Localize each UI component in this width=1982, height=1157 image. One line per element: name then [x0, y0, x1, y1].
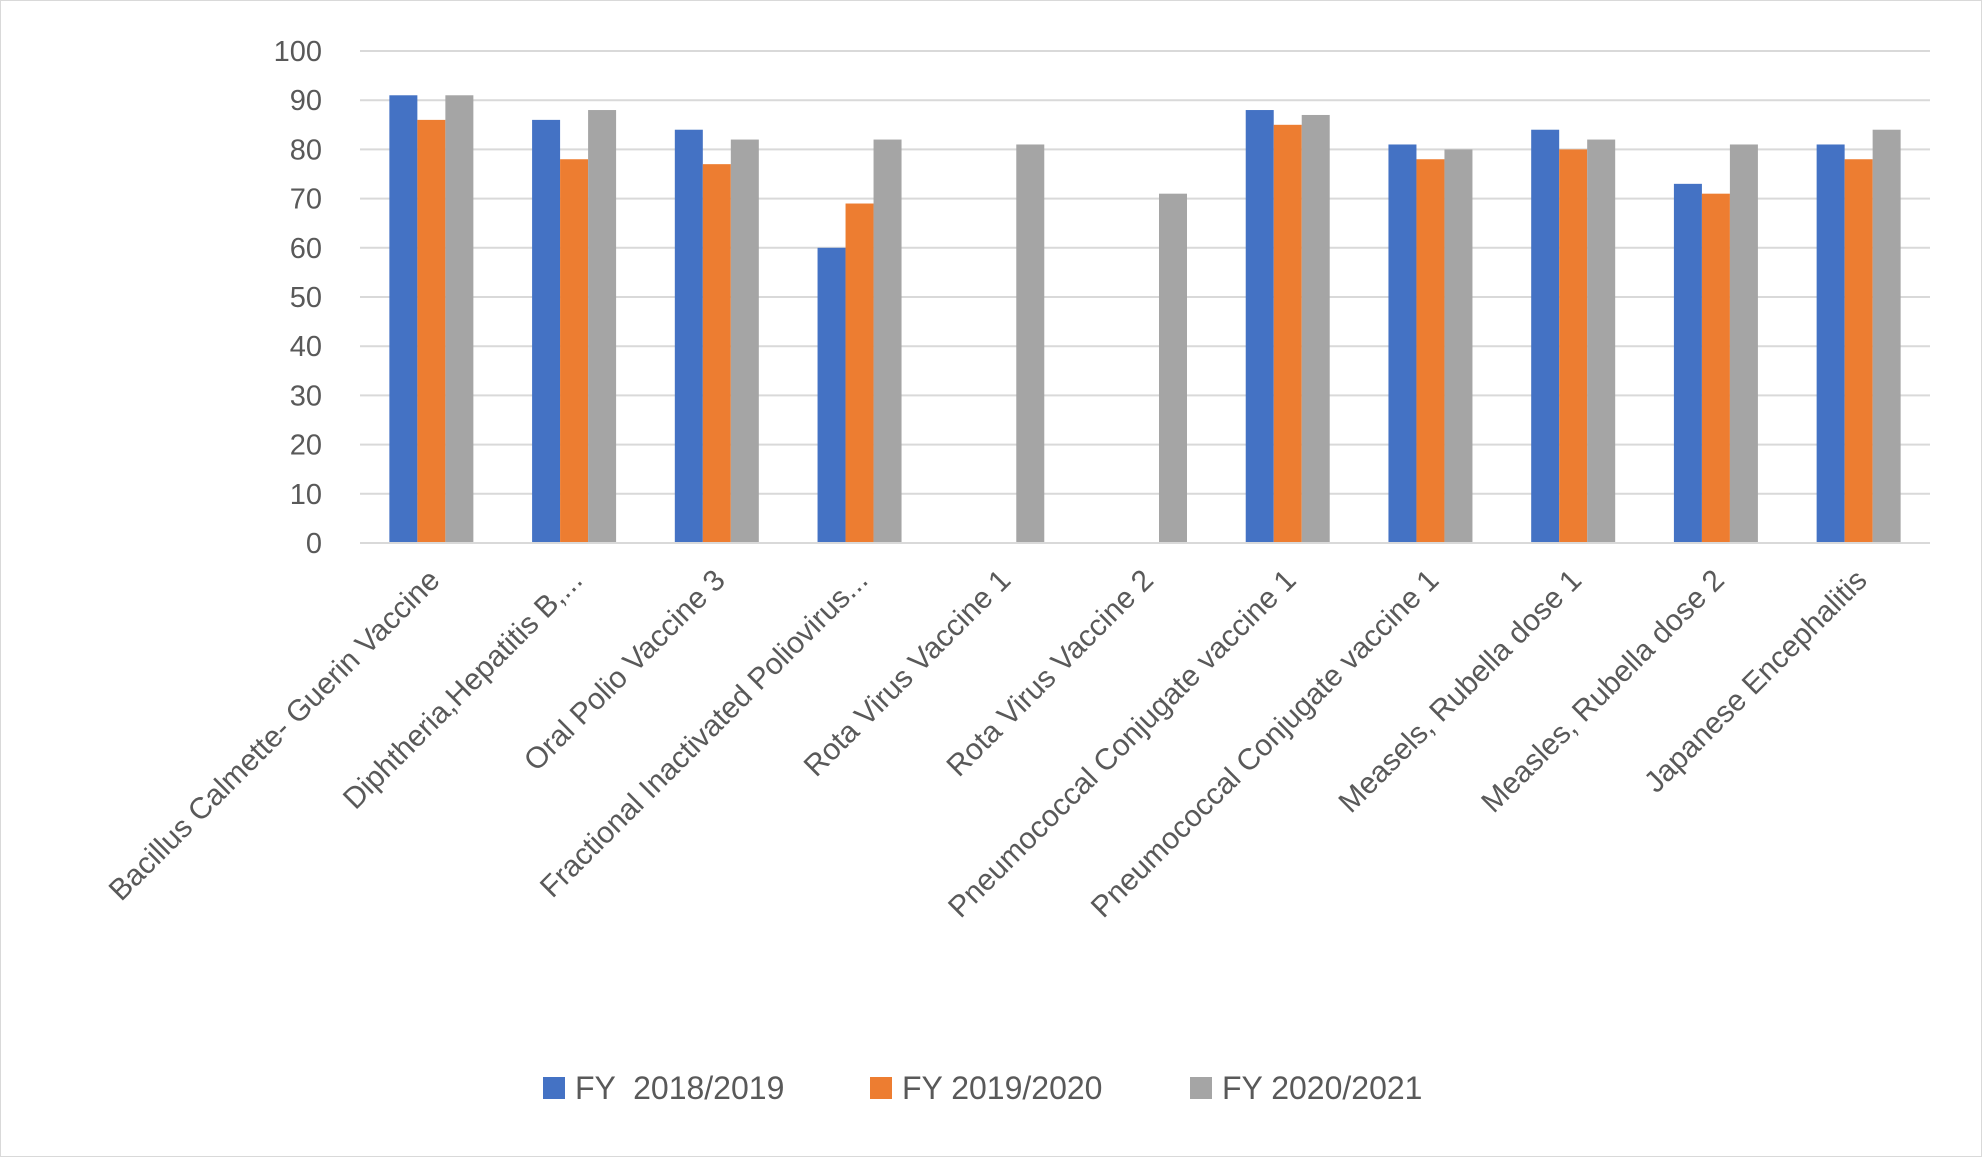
bar-3-6 — [1159, 193, 1187, 543]
bar-2-9 — [1559, 149, 1588, 543]
bar-1-4 — [817, 247, 846, 544]
bar-3-1 — [445, 95, 474, 543]
bar-2-1 — [417, 119, 446, 543]
legend: FY 2018/2019 FY 2019/2020 FY 2020/2021 — [543, 1070, 1422, 1106]
bar-3-11 — [1872, 129, 1901, 543]
bar-3-5 — [1016, 144, 1045, 544]
bar-2-4 — [845, 203, 874, 543]
y-tick-label: 80 — [290, 134, 322, 166]
y-tick-label: 30 — [290, 380, 322, 412]
y-axis-ticks: 0 10 20 30 40 50 60 70 80 90 100 — [274, 36, 322, 560]
y-tick-label: 90 — [290, 85, 322, 117]
legend-label-2: FY 2019/2020 — [902, 1070, 1102, 1106]
x-axis-category-labels: Bacillus Calmette- Guerin VaccineDiphthe… — [103, 564, 1874, 925]
gridlines — [360, 50, 1930, 495]
legend-label-1: FY 2018/2019 — [575, 1070, 784, 1106]
bar-3-2 — [588, 110, 617, 543]
x-category-label: Measels, Rubella dose 1 — [1332, 564, 1588, 820]
bar-2-10 — [1701, 193, 1730, 543]
bar-3-4 — [873, 139, 902, 543]
bar-2-11 — [1844, 159, 1873, 544]
bar-1-7 — [1245, 110, 1274, 543]
bar-3-8 — [1444, 149, 1473, 543]
y-tick-label: 60 — [290, 233, 322, 265]
bar-1-2 — [532, 119, 561, 543]
legend-swatch-3 — [1190, 1077, 1212, 1099]
legend-label-3: FY 2020/2021 — [1222, 1070, 1422, 1106]
x-category-label: Diphtheria,Hepatitis B,... — [337, 564, 589, 816]
bar-1-1 — [389, 95, 418, 543]
bar-1-3 — [674, 129, 703, 543]
y-tick-label: 100 — [274, 36, 322, 68]
bar-1-8 — [1388, 144, 1417, 544]
bars — [389, 95, 1901, 544]
y-tick-label: 50 — [290, 282, 322, 314]
bar-1-10 — [1673, 183, 1702, 543]
bar-3-3 — [730, 139, 759, 543]
y-tick-label: 40 — [290, 331, 322, 363]
bar-2-2 — [560, 159, 589, 544]
bar-2-8 — [1416, 159, 1445, 544]
bar-1-9 — [1531, 129, 1560, 543]
bar-3-7 — [1301, 114, 1330, 544]
y-tick-label: 0 — [306, 528, 322, 560]
bar-2-3 — [702, 164, 731, 543]
y-tick-label: 70 — [290, 184, 322, 216]
bar-3-9 — [1587, 139, 1616, 543]
bar-3-10 — [1729, 144, 1758, 544]
y-tick-label: 10 — [290, 479, 322, 511]
bar-2-7 — [1273, 124, 1302, 544]
legend-swatch-2 — [870, 1077, 892, 1099]
y-tick-label: 20 — [290, 430, 322, 462]
x-category-label: Measles, Rubella dose 2 — [1475, 564, 1731, 820]
legend-swatch-1 — [543, 1077, 565, 1099]
bar-1-11 — [1816, 144, 1845, 544]
